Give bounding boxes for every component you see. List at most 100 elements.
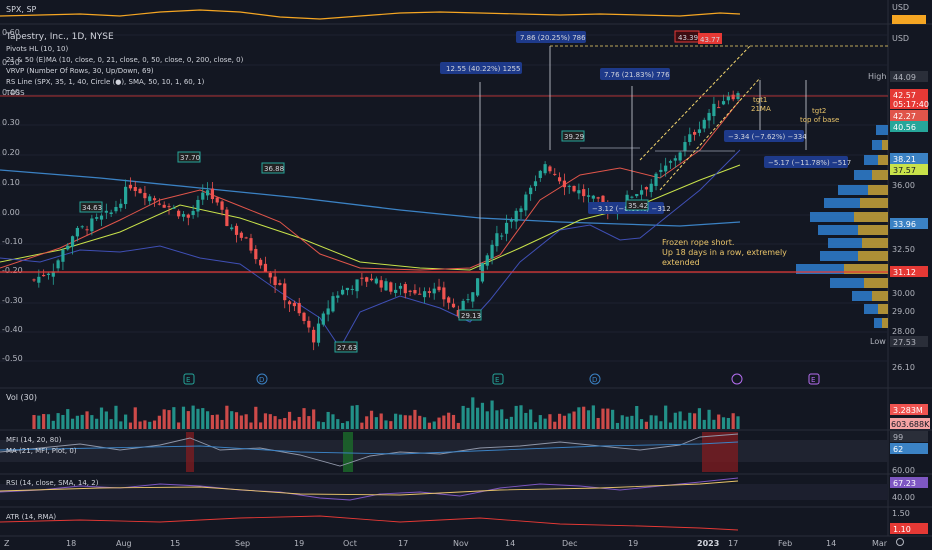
indicator-4[interactable]: RS Line (SPX, 35, 1, 40, Circle (●), SMA… bbox=[6, 78, 205, 86]
indicator-3[interactable]: VRVP (Number Of Rows, 30, Up/Down, 69) bbox=[6, 67, 154, 75]
candle-body bbox=[297, 303, 301, 314]
volume-bar bbox=[562, 415, 567, 429]
earnings-marker[interactable]: E bbox=[186, 376, 190, 384]
volume-bar bbox=[336, 419, 340, 429]
left-tick: 0.40 bbox=[2, 88, 20, 97]
time-axis: 18 Aug 15 Sep 19 Oct 17 Nov 14 Dec 19 20… bbox=[4, 538, 904, 548]
volume-bar bbox=[726, 417, 730, 429]
settings-icon[interactable] bbox=[896, 538, 904, 546]
candle-body bbox=[42, 274, 46, 277]
rsi-title: RSI (14, close, SMA, 14, 2) bbox=[6, 479, 99, 487]
rs-line bbox=[0, 149, 741, 349]
tgt2-label: tgt2 bbox=[812, 107, 826, 115]
volume-bar bbox=[673, 412, 677, 429]
candle-body bbox=[138, 188, 142, 194]
volume-bar bbox=[249, 422, 253, 429]
indicator-5[interactable]: TDSS bbox=[5, 89, 25, 97]
candle-body bbox=[413, 290, 417, 294]
high-label: High bbox=[868, 72, 886, 81]
tgt1-sub: 21MA bbox=[751, 105, 771, 113]
candle-body bbox=[543, 164, 547, 174]
candle-body bbox=[177, 210, 181, 217]
indicator-2[interactable]: 21 & 50 (E)MA (10, close, 0, 21, close, … bbox=[6, 56, 244, 64]
candle-body bbox=[345, 287, 350, 291]
volume-bar bbox=[384, 420, 388, 429]
volume-bar bbox=[46, 414, 51, 429]
candle-body bbox=[56, 260, 60, 269]
candle-body bbox=[90, 218, 94, 232]
candle-body bbox=[538, 170, 542, 178]
candle-body bbox=[95, 217, 99, 219]
volume-bar bbox=[302, 408, 306, 429]
volume-bar bbox=[201, 408, 205, 429]
mfi-title: MFI (14, 20, 80) bbox=[6, 436, 62, 444]
volume-bar bbox=[601, 408, 605, 429]
time-tick: 2023 bbox=[697, 539, 719, 548]
profile-up bbox=[838, 185, 868, 195]
measure-3: 7.76 (21.83%) 776 bbox=[604, 71, 670, 79]
right-axis: 36.00 32.50 30.00 29.00 28.00 26.10 bbox=[892, 181, 915, 372]
candle-body bbox=[75, 227, 79, 237]
candle-body bbox=[148, 196, 152, 202]
volume-bar bbox=[693, 413, 697, 429]
candle-body bbox=[432, 288, 436, 294]
z-icon[interactable]: Z bbox=[4, 539, 10, 548]
ma200-line bbox=[0, 169, 741, 227]
profile-down bbox=[868, 185, 888, 195]
candle-body bbox=[152, 198, 157, 201]
right-tick: 36.00 bbox=[892, 181, 915, 190]
spx-price-tag bbox=[892, 15, 926, 24]
volume-bar bbox=[389, 421, 393, 429]
candle-body bbox=[124, 186, 128, 205]
profile-up bbox=[824, 198, 860, 208]
volume-bar bbox=[557, 413, 562, 429]
volume-bar bbox=[341, 422, 345, 429]
right-tick: 30.00 bbox=[892, 289, 915, 298]
note: Frozen rope short. Up 18 days in a row, … bbox=[662, 238, 787, 267]
time-tick: 14 bbox=[505, 539, 515, 548]
candle-body bbox=[360, 277, 364, 279]
volume-bar bbox=[659, 421, 663, 429]
candle-body bbox=[249, 238, 253, 251]
left-tick: 0.30 bbox=[2, 118, 20, 127]
profile-down bbox=[872, 291, 888, 301]
indicator-1[interactable]: Pivots HL (10, 10) bbox=[6, 45, 68, 53]
measure-5: −3.34 (−7.62%) −334 bbox=[728, 133, 807, 141]
time-tick: 15 bbox=[170, 539, 180, 548]
rsi-axis-40: 40.00 bbox=[892, 493, 915, 502]
candle-body bbox=[678, 152, 682, 161]
dividend-marker[interactable]: D bbox=[592, 376, 597, 384]
earnings-marker[interactable]: E bbox=[495, 376, 499, 384]
profile-down bbox=[864, 278, 888, 288]
left-tick: 0.60 bbox=[2, 28, 20, 37]
profile-up bbox=[864, 155, 878, 165]
pivot-label: 36.88 bbox=[264, 165, 284, 173]
volume-bar bbox=[239, 415, 243, 429]
flash-icon[interactable] bbox=[731, 373, 743, 385]
candle-body bbox=[557, 177, 562, 182]
candle-body bbox=[476, 278, 480, 296]
candle-body bbox=[104, 210, 108, 213]
volume-bar bbox=[480, 402, 485, 429]
candle-body bbox=[721, 101, 726, 105]
spx-title: SPX, SP bbox=[6, 5, 37, 14]
volume-bar bbox=[37, 415, 41, 429]
volume-bar bbox=[495, 410, 499, 429]
right-tick: 32.50 bbox=[892, 245, 915, 254]
dividend-marker[interactable]: D bbox=[259, 376, 264, 384]
volume-bar bbox=[702, 419, 706, 429]
low-tag: 27.53 bbox=[893, 338, 916, 347]
event-markers[interactable]: E D E D E bbox=[183, 373, 820, 385]
volume-bar bbox=[408, 415, 412, 429]
candle-body bbox=[553, 173, 557, 175]
spx-line bbox=[0, 9, 741, 20]
volume-bar bbox=[268, 414, 272, 429]
volume-bar bbox=[215, 414, 219, 429]
earnings-marker[interactable]: E bbox=[811, 376, 815, 384]
candle-body bbox=[128, 184, 133, 189]
ma-tag-a: 42.27 bbox=[893, 112, 916, 121]
profile-up bbox=[818, 225, 858, 235]
volume-bar bbox=[230, 411, 234, 429]
profile-up bbox=[828, 238, 862, 248]
